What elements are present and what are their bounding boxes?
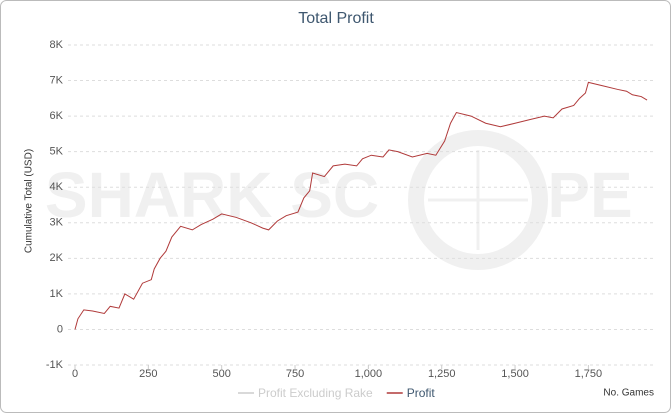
legend-label[interactable]: Profit Excluding Rake [258,386,373,400]
x-tick-label: 0 [72,368,78,380]
y-tick-label: 0 [57,323,63,335]
x-tick-label: 1,000 [355,368,383,380]
watermark: SHARK SC [45,159,379,231]
x-tick-label: 500 [213,368,231,380]
y-tick-label: -1K [46,359,64,371]
y-tick-label: 8K [50,39,64,51]
y-tick-label: 7K [50,74,64,86]
watermark-ring [408,130,548,270]
x-tick-label: 1,250 [428,368,456,380]
y-tick-label: 4K [50,181,64,193]
y-tick-label: 3K [50,217,64,229]
y-axis-label: Cumulative Total (USD) [24,149,35,253]
x-tick-label: 750 [286,368,304,380]
watermark: PE [547,159,632,231]
y-tick-label: 6K [50,110,64,122]
x-tick-label: 1,500 [501,368,529,380]
x-tick-label: 250 [139,368,157,380]
y-tick-label: 2K [50,252,64,264]
legend-label[interactable]: Profit [407,386,436,400]
x-axis-label: No. Games [603,388,654,399]
x-tick-label: 1,750 [575,368,603,380]
y-tick-label: 5K [50,146,64,158]
y-tick-label: 1K [50,288,64,300]
chart-title: Total Profit [298,10,374,27]
line [74,81,648,330]
